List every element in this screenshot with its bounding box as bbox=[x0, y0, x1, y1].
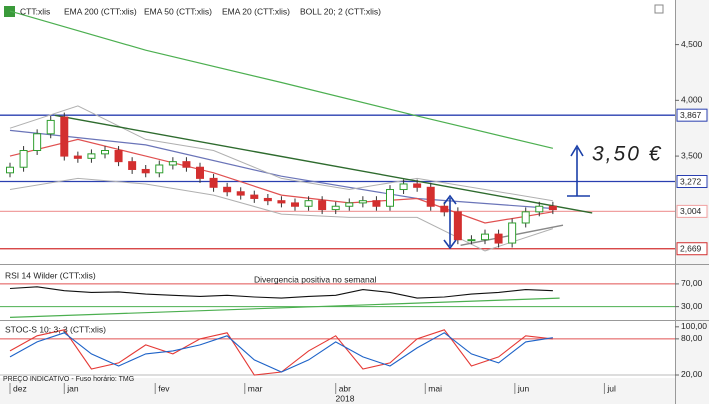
candle-body bbox=[33, 133, 42, 152]
candle-body bbox=[426, 186, 435, 207]
symbol-icon bbox=[4, 6, 15, 17]
candle-body bbox=[141, 168, 150, 174]
candle-body bbox=[60, 116, 69, 157]
candle-body bbox=[453, 211, 462, 241]
candle-body bbox=[521, 211, 530, 224]
candle-body bbox=[101, 150, 109, 155]
x-tick-label: abr bbox=[339, 383, 351, 393]
y-tick-label: 4,500 bbox=[681, 39, 703, 49]
level-label: 2,669 bbox=[680, 243, 702, 253]
time-axis-background bbox=[0, 378, 675, 404]
indicator-line bbox=[9, 286, 553, 299]
candle-body bbox=[196, 166, 204, 179]
legend-entry: EMA 50 (CTT:xlis) bbox=[144, 6, 212, 16]
x-tick-label: dez bbox=[13, 383, 27, 393]
ema-line bbox=[9, 138, 553, 224]
candle-body bbox=[250, 194, 259, 199]
panel-annotation: Divergencia positiva no semanal bbox=[254, 274, 376, 284]
trend-line bbox=[9, 297, 560, 318]
plot-background bbox=[0, 0, 675, 378]
candle-body bbox=[87, 153, 96, 159]
price-axis-background bbox=[675, 0, 709, 404]
candle-body bbox=[128, 161, 137, 170]
level-label-box bbox=[676, 242, 708, 256]
arrow-head bbox=[570, 144, 584, 157]
candle-body bbox=[291, 202, 299, 207]
y-tick-label: 30,00 bbox=[681, 301, 703, 311]
bollinger-upper bbox=[9, 105, 553, 202]
y-tick-label: 80,00 bbox=[681, 333, 703, 343]
candle-body bbox=[358, 200, 367, 204]
x-tick-label: mar bbox=[248, 383, 263, 393]
candle-body bbox=[386, 189, 394, 207]
ema-line bbox=[9, 129, 553, 210]
candle-body bbox=[6, 166, 14, 174]
candle-body bbox=[304, 200, 313, 207]
year-label: 2018 bbox=[336, 393, 355, 403]
candle-body bbox=[548, 205, 557, 211]
candle-body bbox=[19, 150, 28, 168]
candle-body bbox=[155, 164, 164, 174]
legend-entry: EMA 200 (CTT:xlis) bbox=[64, 6, 137, 16]
legend-entry: BOLL 20; 2 (CTT:xlis) bbox=[300, 6, 381, 16]
level-label: 3,004 bbox=[680, 206, 702, 216]
candle-body bbox=[46, 119, 55, 135]
candle-body bbox=[263, 197, 272, 202]
candle-body bbox=[399, 183, 408, 191]
candle-body bbox=[277, 200, 286, 204]
annotation-arrows bbox=[443, 144, 590, 250]
level-label-box bbox=[676, 204, 708, 218]
candle-body bbox=[114, 150, 123, 163]
candle-body bbox=[73, 155, 82, 159]
footer-note: PREÇO INDICATIVO - Fuso horário: TMG bbox=[3, 376, 134, 383]
y-tick-label: 100,00 bbox=[681, 321, 707, 331]
bollinger-lower bbox=[9, 177, 554, 252]
candle-body bbox=[209, 177, 218, 188]
candle-body bbox=[467, 239, 476, 242]
candle-body bbox=[236, 191, 245, 196]
candle-body bbox=[535, 205, 544, 213]
candle-body bbox=[481, 233, 489, 241]
y-tick-label: 3,500 bbox=[681, 150, 703, 160]
candle-body bbox=[345, 202, 354, 207]
candle-body bbox=[318, 200, 327, 211]
arrow-heads bbox=[443, 194, 457, 250]
level-label-box bbox=[676, 108, 708, 122]
level-label-box bbox=[676, 175, 708, 189]
trend-line bbox=[54, 114, 593, 214]
x-tick-label: jun bbox=[517, 383, 530, 393]
indicator-line bbox=[9, 332, 553, 373]
legend-entry: CTT:xlis bbox=[20, 6, 50, 16]
x-tick-label: jul bbox=[606, 383, 616, 393]
candle-body bbox=[372, 200, 381, 207]
candle-body bbox=[508, 222, 517, 244]
level-label: 3,867 bbox=[680, 110, 702, 120]
annotation: 3,50 € bbox=[592, 143, 662, 166]
x-tick-label: mai bbox=[428, 383, 442, 393]
x-tick-label: fev bbox=[158, 383, 170, 393]
level-label: 3,272 bbox=[680, 176, 702, 186]
y-tick-label: 20,00 bbox=[681, 369, 703, 379]
y-tick-label: 70,00 bbox=[681, 278, 703, 288]
ema-line bbox=[9, 10, 554, 149]
candle-body bbox=[182, 161, 191, 168]
candle-body bbox=[331, 205, 340, 211]
window-button[interactable] bbox=[654, 4, 664, 14]
panel-title: RSI 14 Wilder (CTT:xlis) bbox=[5, 270, 96, 280]
candle-body bbox=[440, 205, 449, 213]
y-tick-label: 4,000 bbox=[681, 95, 703, 105]
candle-body bbox=[413, 183, 422, 188]
x-tick-label: jan bbox=[66, 383, 79, 393]
legend-entry: EMA 20 (CTT:xlis) bbox=[222, 6, 290, 16]
candle-body bbox=[168, 161, 177, 166]
candle-body bbox=[223, 186, 232, 193]
panel-title: STOC-S 10; 3; 3 (CTT:xlis) bbox=[5, 324, 106, 334]
candle-body bbox=[494, 233, 503, 244]
